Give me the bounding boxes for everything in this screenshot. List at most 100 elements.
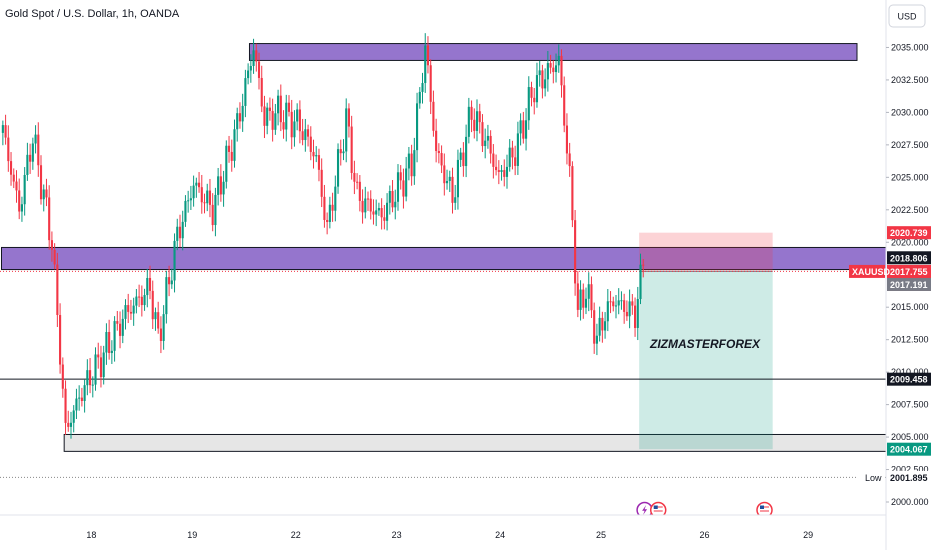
candle xyxy=(334,175,337,222)
y-tick-label: 2020.000 xyxy=(891,237,929,247)
y-tick-label: 2035.000 xyxy=(891,42,929,52)
candle xyxy=(554,53,558,83)
candle xyxy=(97,342,100,369)
short-position-tool[interactable] xyxy=(639,232,773,450)
time-axis[interactable]: 18 19 22 23 24 25 26 29 xyxy=(86,530,813,540)
candle xyxy=(347,103,350,138)
candle xyxy=(67,410,70,432)
candle xyxy=(625,300,628,321)
candle xyxy=(56,252,59,328)
svg-text:2018.806: 2018.806 xyxy=(890,253,928,263)
event-markers-layer xyxy=(636,501,773,519)
candle xyxy=(388,185,391,215)
candle xyxy=(37,122,40,177)
candle xyxy=(612,296,615,312)
symbol-tag: XAUUSD xyxy=(849,264,891,278)
svg-text:XAUUSD: XAUUSD xyxy=(852,267,891,277)
candle xyxy=(358,175,361,212)
us-flag-icon[interactable] xyxy=(649,501,667,519)
candle xyxy=(304,118,307,152)
candle xyxy=(336,143,340,194)
candle xyxy=(560,49,563,98)
candle xyxy=(391,180,394,213)
y-tick-label: 2002.500 xyxy=(891,465,929,475)
candle xyxy=(75,388,78,420)
candle xyxy=(443,153,446,196)
svg-text:Low: Low xyxy=(865,473,882,483)
candle xyxy=(396,164,400,211)
candle xyxy=(222,170,225,207)
candle xyxy=(350,115,353,180)
y-tick-label: 2025.000 xyxy=(891,172,929,182)
candle xyxy=(508,139,511,172)
candle xyxy=(372,199,375,225)
y-tick-label: 2012.500 xyxy=(891,335,929,345)
candle xyxy=(127,293,130,324)
candle xyxy=(86,359,89,396)
stop-loss-zone[interactable] xyxy=(639,232,773,272)
y-tick-label: 2027.500 xyxy=(891,140,929,150)
candle xyxy=(527,76,530,130)
candle xyxy=(405,156,408,202)
candle xyxy=(339,139,342,166)
candle xyxy=(140,285,143,317)
candle xyxy=(72,405,75,433)
price-axis[interactable]: 2035.000 2032.500 2030.000 2027.500 2025.000… xyxy=(886,42,929,507)
candle xyxy=(260,65,263,113)
candle xyxy=(584,287,588,315)
candle xyxy=(203,193,206,214)
take-profit-zone[interactable] xyxy=(639,271,773,450)
candle xyxy=(29,143,32,174)
candle xyxy=(366,191,370,211)
candle xyxy=(94,347,97,391)
candle xyxy=(492,144,495,179)
candle xyxy=(486,124,489,149)
x-tick-label: 25 xyxy=(596,530,606,540)
candle xyxy=(565,113,568,165)
candle xyxy=(459,147,462,167)
currency-button[interactable] xyxy=(888,4,926,28)
candle xyxy=(639,253,642,305)
candle xyxy=(525,108,528,151)
candle xyxy=(489,130,492,164)
candle xyxy=(451,167,454,214)
candle xyxy=(642,258,645,278)
candle xyxy=(45,178,48,207)
candle xyxy=(437,143,440,164)
candle xyxy=(148,265,152,300)
candle xyxy=(69,411,73,439)
candle xyxy=(1,120,4,146)
candle xyxy=(146,268,149,308)
time-axis-bg xyxy=(0,515,886,550)
y-tick-label: 2000.000 xyxy=(891,497,929,507)
candle xyxy=(505,154,509,189)
candle xyxy=(323,184,326,228)
y-tick-label: 2032.500 xyxy=(891,75,929,85)
candle xyxy=(227,135,231,163)
candle xyxy=(121,309,124,344)
candle xyxy=(514,145,517,176)
candle xyxy=(470,100,473,133)
candle xyxy=(440,145,443,174)
candle xyxy=(189,185,192,210)
svg-text:2001.895: 2001.895 xyxy=(890,473,928,483)
candle xyxy=(59,303,62,374)
candles-layer xyxy=(1,33,645,439)
candle xyxy=(249,54,252,83)
candle xyxy=(42,184,45,212)
candle xyxy=(83,379,86,413)
candle xyxy=(296,103,299,131)
candle xyxy=(386,193,389,231)
zone-0[interactable] xyxy=(248,43,858,61)
svg-text:2017.755: 2017.755 xyxy=(890,267,928,277)
candle xyxy=(279,84,282,132)
candle xyxy=(236,107,239,142)
candle xyxy=(342,139,345,161)
candle xyxy=(407,146,410,181)
price-tag: 2018.806 xyxy=(887,251,931,265)
candle xyxy=(238,102,241,129)
candle xyxy=(165,270,168,324)
y-tick-label: 2030.000 xyxy=(891,107,929,117)
candle xyxy=(462,142,465,177)
